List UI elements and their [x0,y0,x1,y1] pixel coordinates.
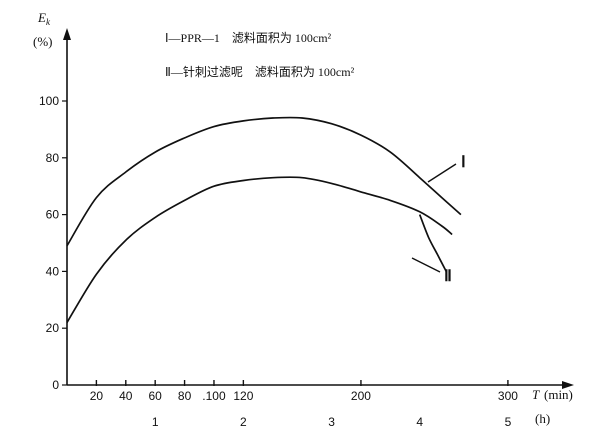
x-axis-title: T [532,387,540,402]
curve-label-II-text: Ⅱ [444,268,452,285]
y-tick-label: 80 [46,151,60,165]
x2-ticks: 1 2 3 4 5 [152,415,512,429]
y-tick-label: 20 [46,321,60,335]
y-axis-unit: (%) [33,34,53,49]
x2-axis-unit: (h) [535,411,550,426]
x-tick-label: 300 [498,389,518,403]
x-tick-label: 80 [178,389,192,403]
x-tick-label: .100 [202,389,226,403]
curve-label-II: Ⅱ [411,257,452,285]
x-tick-label: 20 [90,389,104,403]
x-tick-label: 200 [351,389,371,403]
y-axis-title-main: E [37,10,46,25]
curve-label-I-leader [427,163,457,183]
series-line-1 [66,116,462,247]
legend-entry-2: Ⅱ—针刺过滤呢 滤料面积为 100cm² [165,64,355,79]
y-axis-title: Ek [37,10,51,27]
y-ticks: 0 20 40 60 80 100 [39,94,67,392]
x-tick-label: 40 [119,389,133,403]
curve-label-I-text: Ⅰ [461,154,466,171]
series-layer [66,116,462,323]
legend-entry-1: Ⅰ—PPR—1 滤料面积为 100cm² [165,31,332,45]
y-tick-label: 100 [39,94,59,108]
y-axis-arrow [63,28,71,40]
x2-tick-label: 5 [505,415,512,429]
series-line-3 [418,214,447,272]
y-axis-title-sub: k [46,17,51,27]
x-axis-arrow [562,381,574,389]
y-tick-label: 60 [46,208,60,222]
legend: Ⅰ—PPR—1 滤料面积为 100cm² Ⅱ—针刺过滤呢 滤料面积为 100cm… [165,31,355,79]
y-tick-label: 0 [52,378,59,392]
series-line-2 [66,176,453,323]
curve-label-II-leader [411,257,441,273]
x-axis [67,381,574,389]
x2-tick-label: 4 [416,415,423,429]
y-axis [63,28,71,385]
x2-tick-label: 3 [328,415,335,429]
x-ticks: 20 40 60 80 .100 120 200 300 [90,380,518,403]
curve-label-I: Ⅰ [427,154,466,183]
y-tick-label: 40 [46,264,60,278]
x2-tick-label: 2 [240,415,247,429]
x-tick-label: 60 [149,389,163,403]
x-axis-unit: (min) [544,387,573,402]
x-tick-label: 120 [233,389,253,403]
x2-tick-label: 1 [152,415,159,429]
